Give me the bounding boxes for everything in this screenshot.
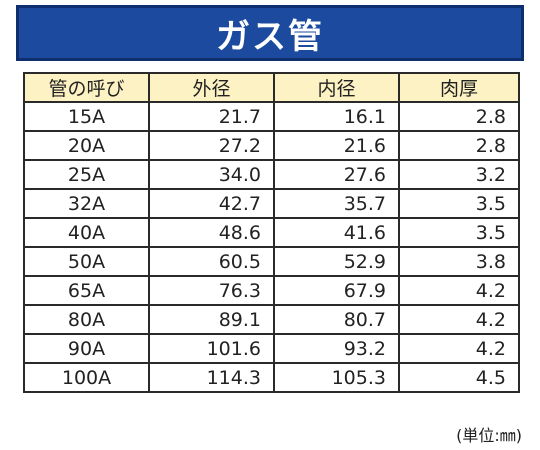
- outer-diameter-cell: 42.7: [148, 188, 275, 219]
- outer-diameter-cell: 89.1: [148, 304, 275, 335]
- table-row: 50A 60.5 52.9 3.8: [23, 246, 520, 277]
- wall-thickness-cell: 4.2: [398, 304, 520, 335]
- wall-thickness-cell: 3.2: [398, 159, 520, 190]
- inner-diameter-cell: 80.7: [273, 304, 400, 335]
- wall-thickness-cell: 3.8: [398, 246, 520, 277]
- column-header-inner-diameter: 内径: [273, 72, 400, 103]
- wall-thickness-cell: 4.5: [398, 362, 520, 393]
- table-row: 25A 34.0 27.6 3.2: [23, 159, 520, 190]
- inner-diameter-cell: 16.1: [273, 101, 400, 132]
- title-banner: ガス管: [16, 5, 524, 61]
- table-header-row: 管の呼び 外径 内径 肉厚: [23, 72, 520, 103]
- inner-diameter-cell: 93.2: [273, 333, 400, 364]
- column-header-wall-thickness: 肉厚: [398, 72, 520, 103]
- table-row: 90A 101.6 93.2 4.2: [23, 333, 520, 364]
- nominal-size-cell: 40A: [23, 217, 150, 248]
- nominal-size-cell: 20A: [23, 130, 150, 161]
- table-row: 20A 27.2 21.6 2.8: [23, 130, 520, 161]
- outer-diameter-cell: 76.3: [148, 275, 275, 306]
- page-title: ガス管: [216, 16, 324, 57]
- inner-diameter-cell: 52.9: [273, 246, 400, 277]
- nominal-size-cell: 15A: [23, 101, 150, 132]
- inner-diameter-cell: 41.6: [273, 217, 400, 248]
- inner-diameter-cell: 67.9: [273, 275, 400, 306]
- wall-thickness-cell: 2.8: [398, 101, 520, 132]
- table-row: 32A 42.7 35.7 3.5: [23, 188, 520, 219]
- table-row: 15A 21.7 16.1 2.8: [23, 101, 520, 132]
- column-header-outer-diameter: 外径: [148, 72, 275, 103]
- table-row: 40A 48.6 41.6 3.5: [23, 217, 520, 248]
- wall-thickness-cell: 4.2: [398, 275, 520, 306]
- nominal-size-cell: 50A: [23, 246, 150, 277]
- unit-note: (単位:㎜): [456, 426, 522, 445]
- inner-diameter-cell: 105.3: [273, 362, 400, 393]
- nominal-size-cell: 25A: [23, 159, 150, 190]
- outer-diameter-cell: 48.6: [148, 217, 275, 248]
- table-row: 100A 114.3 105.3 4.5: [23, 362, 520, 393]
- nominal-size-cell: 90A: [23, 333, 150, 364]
- outer-diameter-cell: 27.2: [148, 130, 275, 161]
- nominal-size-cell: 65A: [23, 275, 150, 306]
- nominal-size-cell: 100A: [23, 362, 150, 393]
- inner-diameter-cell: 35.7: [273, 188, 400, 219]
- inner-diameter-cell: 27.6: [273, 159, 400, 190]
- outer-diameter-cell: 21.7: [148, 101, 275, 132]
- column-header-nominal-size: 管の呼び: [23, 72, 150, 103]
- table-row: 65A 76.3 67.9 4.2: [23, 275, 520, 306]
- wall-thickness-cell: 4.2: [398, 333, 520, 364]
- pipe-spec-table: 管の呼び 外径 内径 肉厚 15A 21.7 16.1 2.8 20A 27.2 21.6 2…: [23, 72, 520, 393]
- table-row: 80A 89.1 80.7 4.2: [23, 304, 520, 335]
- outer-diameter-cell: 60.5: [148, 246, 275, 277]
- nominal-size-cell: 32A: [23, 188, 150, 219]
- outer-diameter-cell: 34.0: [148, 159, 275, 190]
- inner-diameter-cell: 21.6: [273, 130, 400, 161]
- outer-diameter-cell: 101.6: [148, 333, 275, 364]
- wall-thickness-cell: 3.5: [398, 217, 520, 248]
- nominal-size-cell: 80A: [23, 304, 150, 335]
- wall-thickness-cell: 3.5: [398, 188, 520, 219]
- outer-diameter-cell: 114.3: [148, 362, 275, 393]
- wall-thickness-cell: 2.8: [398, 130, 520, 161]
